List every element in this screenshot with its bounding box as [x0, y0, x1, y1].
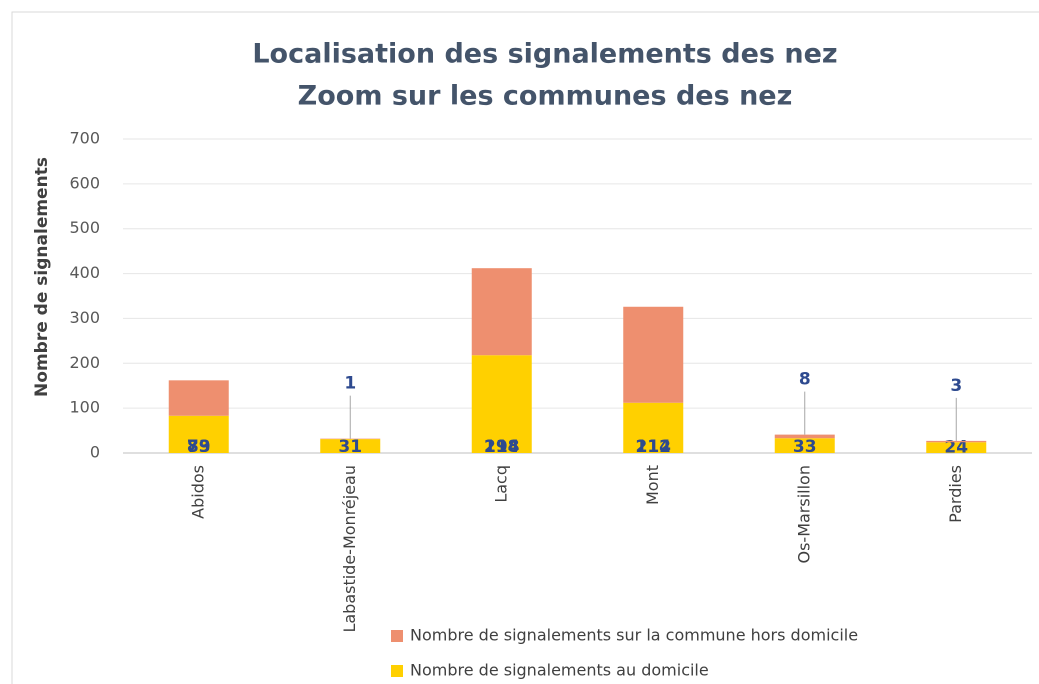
- chart-subtitle: Zoom sur les communes des nez: [298, 81, 793, 112]
- y-tick-label: 300: [69, 308, 100, 327]
- data-label: 214: [636, 437, 672, 457]
- data-label: 33: [793, 437, 817, 457]
- x-tick-label: Os-Marsillon: [794, 465, 813, 564]
- y-tick-label: 100: [69, 398, 100, 417]
- bar-segment: [623, 402, 684, 453]
- data-label: 1: [344, 374, 356, 394]
- legend-label: Nombre de signalements au domicile: [410, 661, 709, 680]
- legend-swatch: [391, 665, 403, 677]
- bar-segment: [774, 438, 835, 453]
- y-tick-label: 600: [69, 173, 100, 192]
- y-tick-label: 0: [90, 443, 100, 462]
- data-label: 24: [944, 438, 968, 458]
- data-label: 31: [338, 437, 362, 457]
- bar-segment: [471, 268, 532, 356]
- data-label: 218: [484, 437, 520, 457]
- bar-segment: [471, 355, 532, 453]
- data-label: 194: [484, 437, 520, 457]
- x-tick-label: Lacq: [491, 465, 510, 503]
- y-tick-label: 400: [69, 263, 100, 282]
- x-tick-label: Pardies: [946, 465, 965, 523]
- bar-segment: [623, 306, 684, 403]
- bar-segment: [168, 380, 229, 416]
- y-axis-title: Nombre de signalements: [32, 157, 52, 397]
- bar-segment: [926, 440, 987, 443]
- x-tick-label: Labastide-Monréjeau: [340, 465, 359, 633]
- y-tick-label: 500: [69, 218, 100, 237]
- data-label: 3: [950, 376, 962, 396]
- data-label: 112: [636, 437, 672, 457]
- data-label: 8: [799, 370, 811, 390]
- data-label: 83: [187, 437, 211, 457]
- bar-segment: [926, 442, 987, 453]
- data-label: 79: [187, 437, 211, 457]
- chart-border: [11, 11, 1039, 684]
- y-tick-label: 200: [69, 353, 100, 372]
- x-tick-label: Mont: [643, 465, 662, 505]
- bar-segment: [168, 415, 229, 453]
- chart-title: Localisation des signalements des nez: [252, 39, 837, 70]
- bar-segment: [774, 434, 835, 439]
- y-tick-label: 700: [69, 129, 100, 148]
- legend-swatch: [391, 630, 403, 642]
- legend-label: Nombre de signalements sur la commune ho…: [410, 626, 858, 645]
- bar-segment: [320, 439, 381, 453]
- x-tick-label: Abidos: [188, 465, 207, 519]
